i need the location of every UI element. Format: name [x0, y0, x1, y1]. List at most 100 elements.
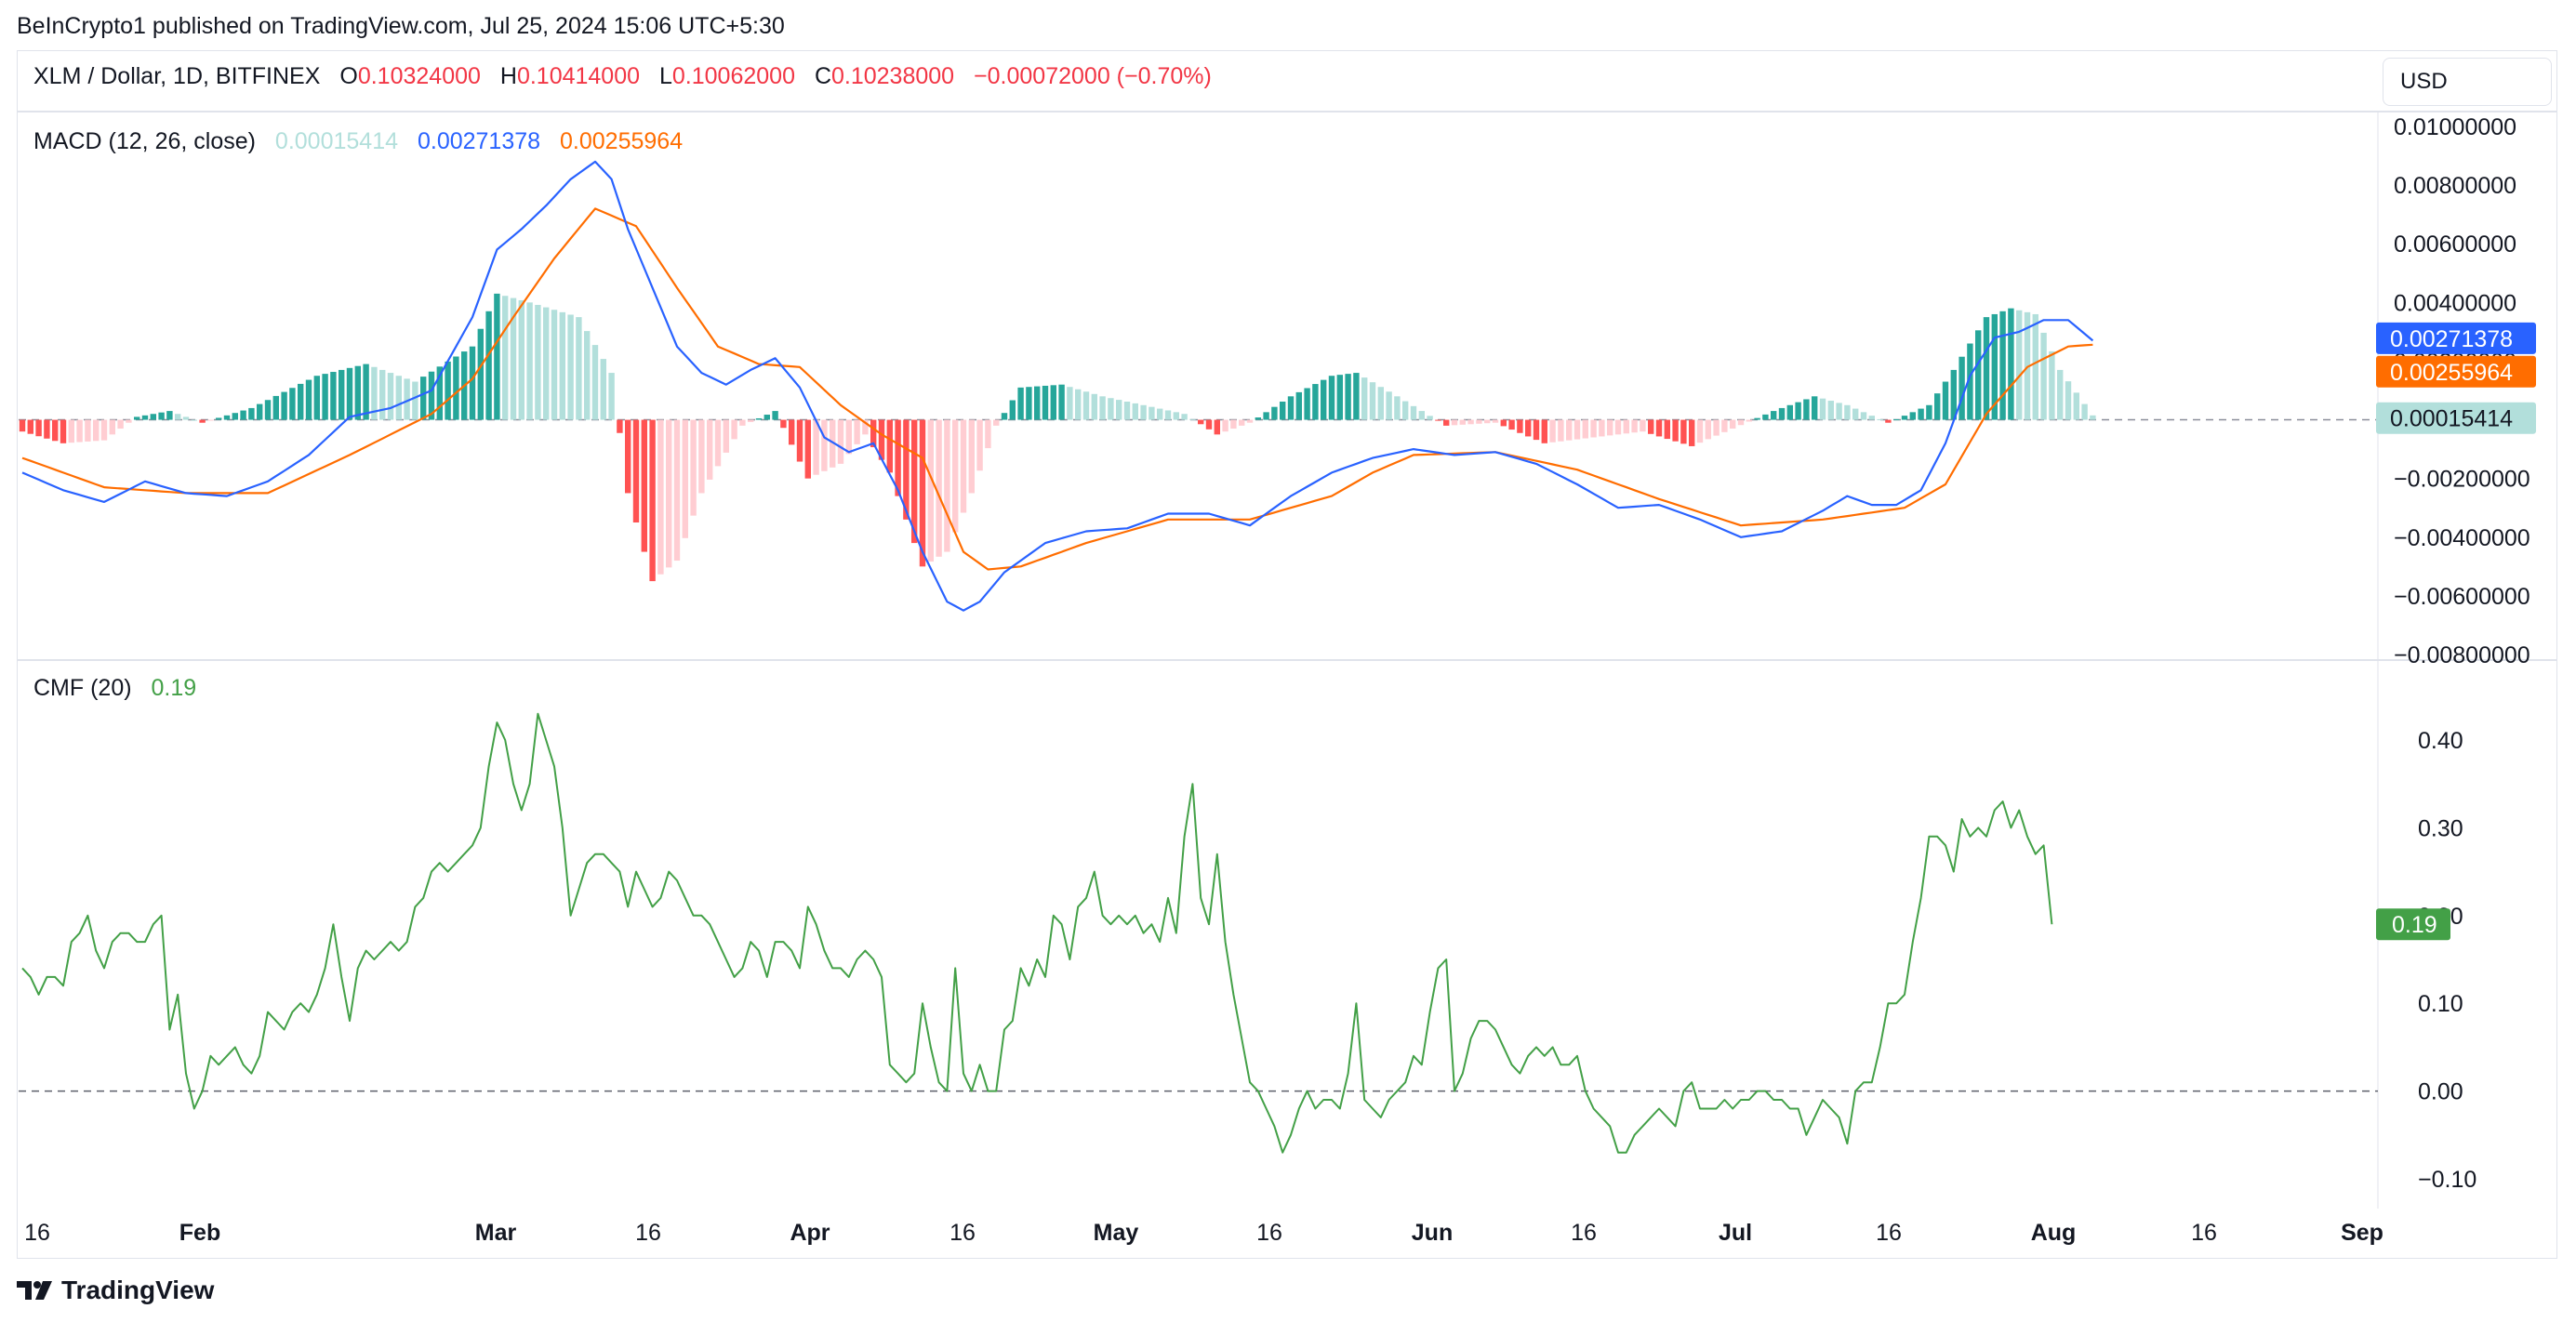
macd-histogram-bar: [485, 311, 492, 420]
macd-histogram-bar: [134, 416, 140, 420]
macd-histogram-bar: [19, 419, 26, 432]
macd-histogram-bar: [1991, 313, 1998, 420]
macd-histogram-bar: [1640, 419, 1646, 432]
macd-histogram-bar: [1541, 419, 1547, 443]
signal-price-badge-text: 0.00255964: [2390, 360, 2513, 386]
macd-histogram-bar: [257, 403, 263, 420]
cmf-axis-tick-label: 0.10: [2418, 991, 2463, 1017]
macd-histogram-bar: [1026, 387, 1032, 420]
macd-histogram-bar: [559, 311, 565, 420]
macd-histogram-bar: [1746, 419, 1752, 422]
macd-histogram-bar: [1967, 343, 1973, 420]
macd-histogram-bar: [518, 299, 524, 420]
macd-histogram-bar: [494, 293, 500, 420]
cmf-price-badge-text: 0.19: [2392, 912, 2437, 938]
macd-legend-macd: 0.00271378: [417, 128, 541, 154]
macd-histogram-bar: [1132, 403, 1138, 420]
macd-histogram-bar: [404, 378, 410, 420]
low-label: L: [658, 63, 672, 89]
macd-histogram-bar: [789, 419, 795, 445]
symbol-title[interactable]: XLM / Dollar, 1D, BITFINEX: [33, 63, 321, 89]
macd-histogram-bar: [1082, 391, 1090, 420]
macd-histogram-bar: [216, 417, 222, 420]
time-axis-tick-label: Feb: [179, 1220, 220, 1246]
macd-histogram-bar: [1099, 396, 1106, 420]
cmf-axis-tick-label: 0.00: [2418, 1079, 2463, 1105]
time-axis-tick-label: 16: [1256, 1220, 1282, 1246]
macd-legend[interactable]: MACD (12, 26, close) 0.00015414 0.002713…: [33, 128, 696, 155]
macd-histogram-bar: [1885, 419, 1892, 423]
macd-histogram-bar: [1181, 414, 1188, 420]
macd-histogram-bar: [1214, 419, 1220, 435]
macd-histogram-bar: [1353, 373, 1360, 420]
signal-price-badge: 0.00255964: [2376, 355, 2536, 388]
macd-histogram-bar: [1361, 377, 1368, 420]
macd-histogram-bar: [477, 328, 484, 420]
macd-histogram-bar: [608, 373, 615, 420]
macd-histogram-bar: [895, 419, 901, 496]
macd-histogram-bar: [617, 419, 623, 433]
macd-histogram-bar: [1909, 412, 1916, 420]
macd-histogram-bar: [1312, 384, 1319, 420]
macd-histogram-bar: [1844, 404, 1851, 420]
macd-histogram-bar: [1189, 418, 1196, 420]
macd-price-badge: 0.00271378: [2376, 322, 2536, 354]
macd-histogram-bar: [952, 419, 959, 533]
macd-histogram-bar: [927, 419, 934, 562]
macd-histogram-bar: [1484, 419, 1491, 424]
signal-line: [21, 207, 2093, 571]
macd-histogram-bar: [2081, 403, 2088, 420]
macd-histogram-bar: [1427, 416, 1433, 420]
macd-histogram-bar: [182, 416, 190, 420]
macd-histogram-bar: [436, 366, 443, 420]
macd-histogram-bar: [1803, 399, 1810, 420]
macd-histogram-bar: [1648, 419, 1654, 434]
macd-histogram-bar: [1762, 414, 1769, 420]
macd-histogram-bar: [1459, 419, 1466, 425]
macd-histogram-bar: [1476, 419, 1482, 424]
macd-histogram-bar: [453, 356, 459, 420]
macd-histogram-bar: [993, 419, 1000, 426]
macd-histogram-bar: [76, 419, 83, 443]
macd-histogram-bar: [1435, 419, 1441, 421]
macd-histogram-bar: [35, 419, 42, 437]
macd-histogram-bar: [1198, 419, 1204, 425]
macd-histogram-bar: [1255, 417, 1261, 420]
time-axis-tick-label: 16: [24, 1220, 50, 1246]
macd-histogram-bar: [632, 419, 640, 522]
macd-histogram-bar: [1926, 404, 1932, 420]
macd-histogram-bar: [2032, 313, 2038, 420]
macd-histogram-bar: [420, 377, 427, 420]
macd-histogram-bar: [1836, 403, 1842, 420]
macd-histogram-bar: [1877, 418, 1883, 420]
tradingview-logo[interactable]: TradingView: [17, 1276, 214, 1305]
macd-histogram-bar: [1705, 419, 1711, 440]
macd-histogram-bar: [1149, 406, 1155, 420]
macd-histogram-bar: [591, 345, 599, 420]
macd-histogram-bar: [1058, 384, 1065, 420]
time-axis-tick-label: 16: [635, 1220, 661, 1246]
currency-selector[interactable]: USD: [2383, 58, 2552, 106]
macd-histogram-bar: [272, 395, 279, 420]
cmf-axis-tick-label: −0.10: [2418, 1167, 2476, 1193]
macd-histogram-bar: [886, 419, 893, 473]
macd-histogram-bar: [354, 365, 361, 420]
macd-histogram-bar: [248, 407, 255, 420]
macd-histogram-bar: [1566, 419, 1573, 441]
macd-histogram-bar: [1263, 412, 1269, 420]
macd-histogram-bar: [2073, 392, 2079, 420]
cmf-legend[interactable]: CMF (20) 0.19: [33, 675, 209, 702]
macd-histogram-bar: [526, 302, 533, 420]
macd-histogram-bar: [1009, 400, 1016, 420]
macd-histogram-bar: [657, 419, 664, 575]
macd-histogram-bar: [985, 419, 991, 449]
macd-histogram-bar: [837, 419, 844, 464]
time-axis-tick-label: 16: [1876, 1220, 1902, 1246]
macd-histogram-bar: [232, 413, 238, 420]
macd-histogram-bar: [191, 419, 197, 421]
macd-histogram-bar: [830, 419, 836, 468]
macd-histogram-bar: [707, 419, 713, 480]
macd-histogram-bar: [862, 419, 869, 435]
macd-histogram-bar: [166, 411, 173, 420]
